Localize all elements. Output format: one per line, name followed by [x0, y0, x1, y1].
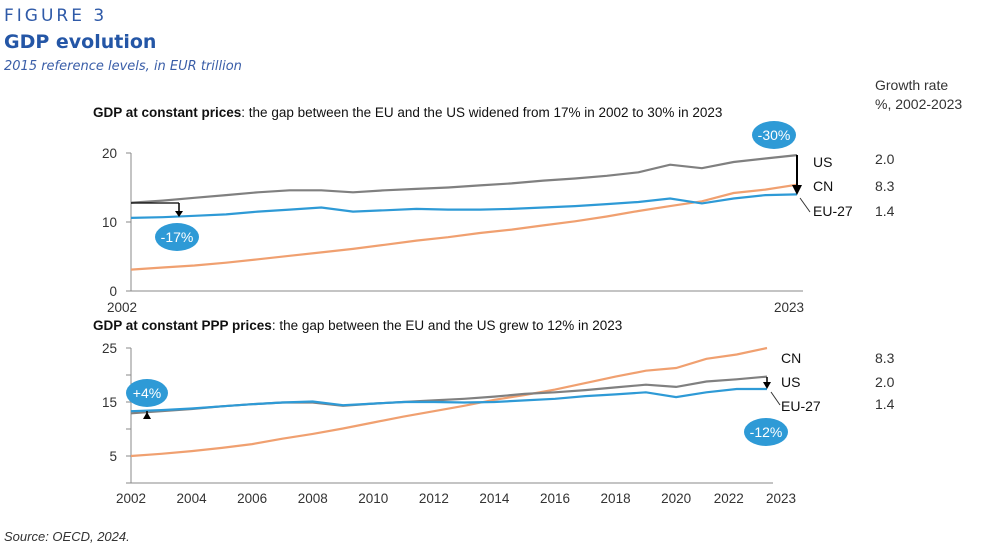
growth-eu: 1.4 — [875, 396, 895, 412]
x-tick-label: 2004 — [177, 491, 208, 506]
growth-us: 2.0 — [875, 151, 895, 167]
x-tick-label: 2018 — [601, 491, 631, 506]
series-line-us — [130, 154, 798, 204]
gap-arrow-2002 — [131, 202, 183, 217]
x-tick-label: 2014 — [479, 491, 510, 506]
growth-cn: 8.3 — [875, 178, 895, 194]
label-leader-line — [770, 391, 781, 406]
y-tick-label: 10 — [102, 215, 117, 230]
top-chart — [126, 152, 803, 292]
series-label-us: US — [781, 374, 800, 390]
gap-arrow-2023 — [792, 155, 802, 195]
annotation-bubble: -12% — [744, 418, 788, 446]
bottom-chart — [126, 346, 773, 484]
figure-title: GDP evolution — [4, 31, 156, 53]
figure-label: FIGURE 3 — [4, 6, 107, 26]
top-chart-title: GDP at constant prices: the gap between … — [93, 105, 722, 120]
figure-subtitle: 2015 reference levels, in EUR trillion — [4, 59, 242, 74]
growth-eu: 1.4 — [875, 203, 895, 219]
bottom-x-ticks: 2002 2004 2006 2008 2010 2012 2014 2016 2018 2020… — [116, 491, 796, 506]
bottom-chart-title-rest: : the gap between the EU and the US grew… — [272, 318, 623, 333]
series-line-eu-27 — [130, 387, 767, 413]
x-tick-label: 2006 — [237, 491, 267, 506]
series-label-cn: CN — [781, 350, 801, 366]
y-tick-label: 5 — [109, 449, 117, 464]
series-label-eu: EU-27 — [813, 203, 853, 219]
annotation-bubble: -30% — [752, 121, 796, 149]
series-line-cn — [130, 183, 798, 271]
x-tick-label: 2016 — [540, 491, 570, 506]
top-chart-title-bold: GDP at constant prices — [93, 105, 241, 120]
series-line-cn — [130, 346, 768, 458]
series-line-eu-27 — [130, 193, 798, 219]
annotation-bubble: +4% — [126, 379, 168, 407]
growth-cn: 8.3 — [875, 350, 895, 366]
x-tick-label: 2020 — [661, 491, 691, 506]
x-tick-label: 2012 — [419, 491, 449, 506]
y-tick-label: 20 — [102, 146, 117, 161]
x-tick-label: 2023 — [766, 491, 796, 506]
x-tick-label: 2023 — [774, 300, 804, 315]
gap-arrow-2023 — [763, 377, 771, 389]
series-label-cn: CN — [813, 178, 833, 194]
bubble-text: -12% — [750, 424, 783, 440]
growth-header-2: %, 2002-2023 — [875, 96, 962, 112]
y-tick-label: 15 — [102, 395, 117, 410]
growth-us: 2.0 — [875, 374, 895, 390]
gap-arrow-2002 — [143, 411, 151, 419]
x-tick-label: 2010 — [358, 491, 388, 506]
bottom-chart-title-bold: GDP at constant PPP prices — [93, 318, 272, 333]
bubble-text: -30% — [758, 127, 791, 143]
y-tick-label: 0 — [109, 284, 117, 299]
annotation-bubble: -17% — [155, 223, 199, 251]
bubble-text: -17% — [161, 229, 194, 245]
series-label-eu: EU-27 — [781, 398, 821, 414]
bottom-chart-title: GDP at constant PPP prices: the gap betw… — [93, 318, 622, 333]
y-tick-label: 25 — [102, 341, 117, 356]
top-chart-title-rest: : the gap between the EU and the US wide… — [241, 105, 722, 120]
growth-header-1: Growth rate — [875, 77, 948, 93]
x-tick-label: 2008 — [298, 491, 328, 506]
x-tick-label: 2002 — [116, 491, 146, 506]
x-tick-label: 2002 — [107, 300, 137, 315]
x-tick-label: 2022 — [714, 491, 744, 506]
series-label-us: US — [813, 154, 832, 170]
label-leader-line — [799, 197, 811, 213]
bubble-text: +4% — [133, 385, 161, 401]
source-note: Source: OECD, 2024. — [4, 529, 130, 544]
